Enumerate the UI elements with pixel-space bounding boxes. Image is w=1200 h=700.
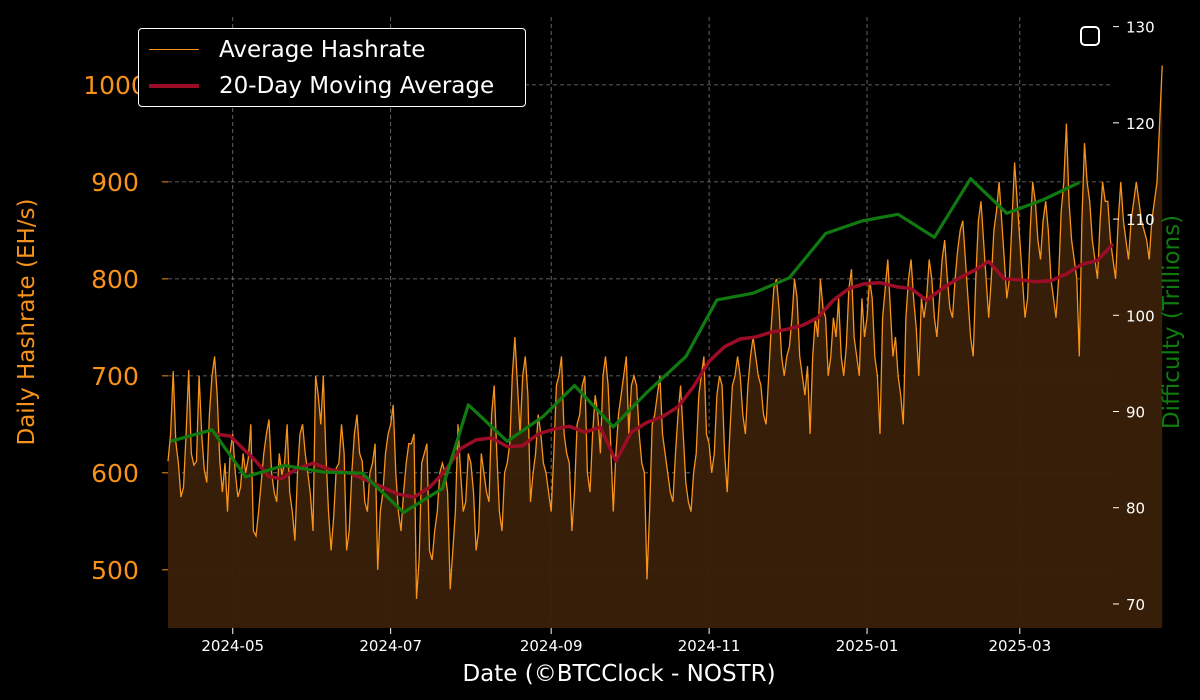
y-tick-label: 800 bbox=[91, 265, 139, 294]
y-tick-label: 1000 bbox=[83, 71, 147, 100]
y2-tick-label: 70 bbox=[1126, 596, 1145, 614]
x-tick-label: 2024-11 bbox=[678, 637, 741, 655]
x-tick-label: 2024-05 bbox=[201, 637, 264, 655]
x-tick-label: 2025-01 bbox=[836, 637, 899, 655]
y-axis-right-ticks: 70 80 90 100 110 120 130 bbox=[1113, 19, 1155, 614]
series-20-day-moving-average-line bbox=[214, 242, 1115, 499]
hashrate-area-fill bbox=[168, 65, 1163, 628]
y2-tick-label: 120 bbox=[1126, 115, 1155, 133]
y2-tick-label: 110 bbox=[1126, 211, 1155, 229]
y-axis-left-ticks: 500 600 700 800 900 1000 bbox=[83, 71, 168, 585]
legend-label-20-day-moving-average: 20-Day Moving Average bbox=[219, 73, 495, 99]
series-difficulty-line bbox=[170, 177, 1080, 515]
x-tick-label: 2025-03 bbox=[988, 637, 1051, 655]
corner-checkbox[interactable] bbox=[1080, 26, 1100, 46]
legend: Average Hashrate 20-Day Moving Average bbox=[138, 28, 526, 107]
y-tick-label: 500 bbox=[91, 556, 139, 585]
x-axis-ticks: 2024-05 2024-07 2024-09 2024-11 2025-01 2025-… bbox=[201, 628, 1051, 655]
y-axis-left-label: Daily Hashrate (EH/s) bbox=[14, 199, 40, 446]
y2-tick-label: 100 bbox=[1126, 307, 1155, 325]
y2-tick-label: 90 bbox=[1126, 404, 1145, 422]
legend-label-average-hashrate: Average Hashrate bbox=[219, 37, 426, 63]
legend-swatch-average-hashrate bbox=[149, 49, 199, 50]
y-tick-label: 700 bbox=[91, 362, 139, 391]
y2-tick-label: 130 bbox=[1126, 19, 1155, 37]
series-average-hashrate-line bbox=[167, 65, 1163, 599]
x-axis-label: Date (©BTCClock - NOSTR) bbox=[462, 661, 775, 687]
y-axis-right-label: Difficulty (Trillions) bbox=[1159, 215, 1185, 429]
legend-swatch-20-day-moving-average bbox=[149, 84, 199, 88]
x-tick-label: 2024-09 bbox=[520, 637, 583, 655]
y-tick-label: 600 bbox=[91, 459, 139, 488]
y2-tick-label: 80 bbox=[1126, 500, 1145, 518]
x-tick-label: 2024-07 bbox=[359, 637, 422, 655]
y-tick-label: 900 bbox=[91, 168, 139, 197]
